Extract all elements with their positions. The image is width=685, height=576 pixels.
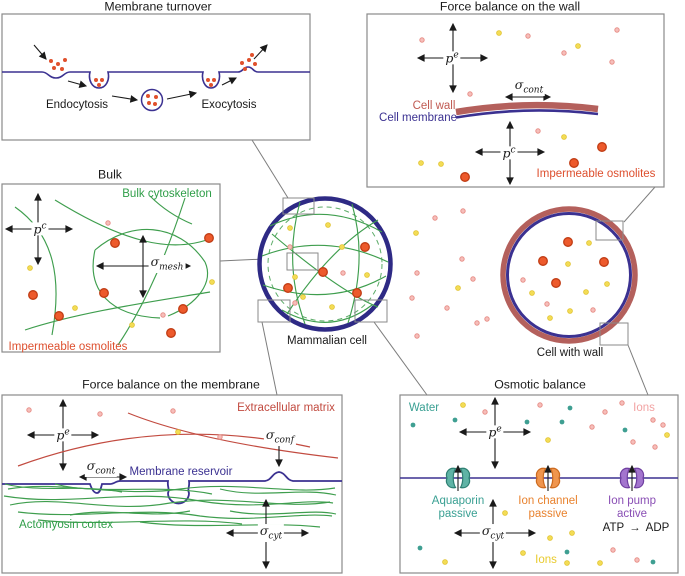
cell-with-wall-label: Cell with wall: [536, 346, 604, 359]
bulk-osmolite-dots: [27, 220, 215, 338]
panel-connector-lines: [219, 139, 656, 396]
ions-top-label: Ions: [633, 401, 655, 414]
cortex-dashes: [267, 206, 383, 322]
cell-wall-label: Cell wall: [412, 99, 456, 112]
ion-pump-mode-label: active: [616, 507, 648, 520]
cell-with-wall-zoom-boxes: [595, 220, 629, 346]
cell-wall-band: [455, 101, 599, 116]
sigma-cont-wall-label: σcont: [512, 77, 546, 96]
extracellular-matrix-label: Extracellular matrix: [237, 401, 335, 414]
aquaporin-name-label: Aquaporin: [431, 494, 485, 507]
ion-channel: [535, 464, 561, 491]
sigma-cont-membrane-label: σcont: [84, 458, 118, 477]
aquaporin-channel: [445, 464, 471, 491]
external-pressure-label: pe: [443, 50, 461, 66]
actomyosin-cortex-mesh: [3, 483, 337, 528]
sigma-cyt-osmotic-label: σcyt: [479, 523, 507, 542]
membrane-turnover-panel-box: [1, 13, 311, 141]
mammalian-cell: [257, 196, 393, 332]
ion-channel-name-label: Ion channel: [518, 494, 578, 507]
cell-with-wall: [500, 206, 638, 346]
sigma-cyt-membrane-label: σcyt: [257, 523, 285, 542]
cytoplasm-pressure-bulk-label: pc: [31, 221, 49, 237]
sigma-conf-label: σconf: [263, 427, 297, 446]
mammalian-cell-dots: [283, 222, 370, 310]
bulk-cytoskeleton-label: Bulk cytoskeleton: [122, 187, 212, 200]
water-label: Water: [408, 401, 440, 414]
external-pressure-osmotic-label: pe: [486, 424, 504, 440]
membrane-turnover-arrows: [33, 44, 268, 103]
impermeable-osmolites-wall-label: Impermeable osmolites: [536, 167, 656, 180]
endocytosis-label: Endocytosis: [45, 98, 109, 111]
membrane-turnover-graphics: [2, 44, 310, 112]
osmotic-ion-dots: [410, 400, 670, 566]
cell-membrane-ring: [506, 212, 632, 338]
force-wall-title: Force balance on the wall: [439, 0, 581, 14]
panel-boxes: [1, 13, 679, 574]
ion-pump: [619, 464, 645, 491]
mammalian-cell-label: Mammalian cell: [287, 334, 367, 347]
bulk-graphics: [4, 192, 215, 346]
extracellular-ion-dots: [409, 208, 490, 339]
bulk-cytoskeleton-filaments: [14, 195, 213, 346]
membrane-reservoir-label: Membrane reservoir: [129, 465, 233, 478]
cell-with-wall-dots: [520, 237, 610, 321]
mammalian-zoom-boxes: [257, 197, 388, 323]
force-wall-panel-box: [366, 13, 665, 188]
external-pressure-membrane-label: pe: [54, 427, 72, 443]
force-membrane-title: Force balance on the membrane: [82, 377, 260, 392]
actomyosin-cortex-label: Actomyosin cortex: [19, 518, 113, 531]
force-wall-osmolite-dots: [418, 27, 620, 182]
plasma-membrane-line: [2, 471, 342, 505]
cell-membrane-line: [455, 109, 599, 119]
membrane-turnover-title: Membrane turnover: [104, 0, 212, 14]
mammalian-cytoskeleton-mesh: [261, 201, 389, 325]
free-vesicle: [140, 88, 164, 112]
atp-adp-label: ATP → ADP: [602, 521, 670, 534]
force-wall-graphics: [416, 22, 620, 186]
ion-pump-name-label: Ion pump: [608, 494, 656, 507]
aquaporin-mode-label: passive: [438, 507, 478, 520]
sigma-mesh-label: σmesh: [148, 254, 186, 273]
force-membrane-dots: [26, 407, 223, 440]
cell-membrane-label: Cell membrane: [379, 111, 457, 124]
impermeable-osmolites-bulk-label: Impermeable osmolites: [8, 340, 128, 353]
cytoplasm-pressure-wall-label: pc: [500, 145, 518, 161]
atp-adp-arrow-icon: →: [629, 521, 641, 534]
vesicle-cargo-dots: [49, 53, 257, 106]
ions-bottom-label: Ions: [535, 553, 557, 566]
bulk-title: Bulk: [98, 167, 122, 182]
cell-wall-ring: [500, 206, 638, 344]
ion-channel-mode-label: passive: [528, 507, 568, 520]
exocytosis-label: Exocytosis: [201, 98, 257, 111]
osmotic-title: Osmotic balance: [494, 377, 586, 392]
